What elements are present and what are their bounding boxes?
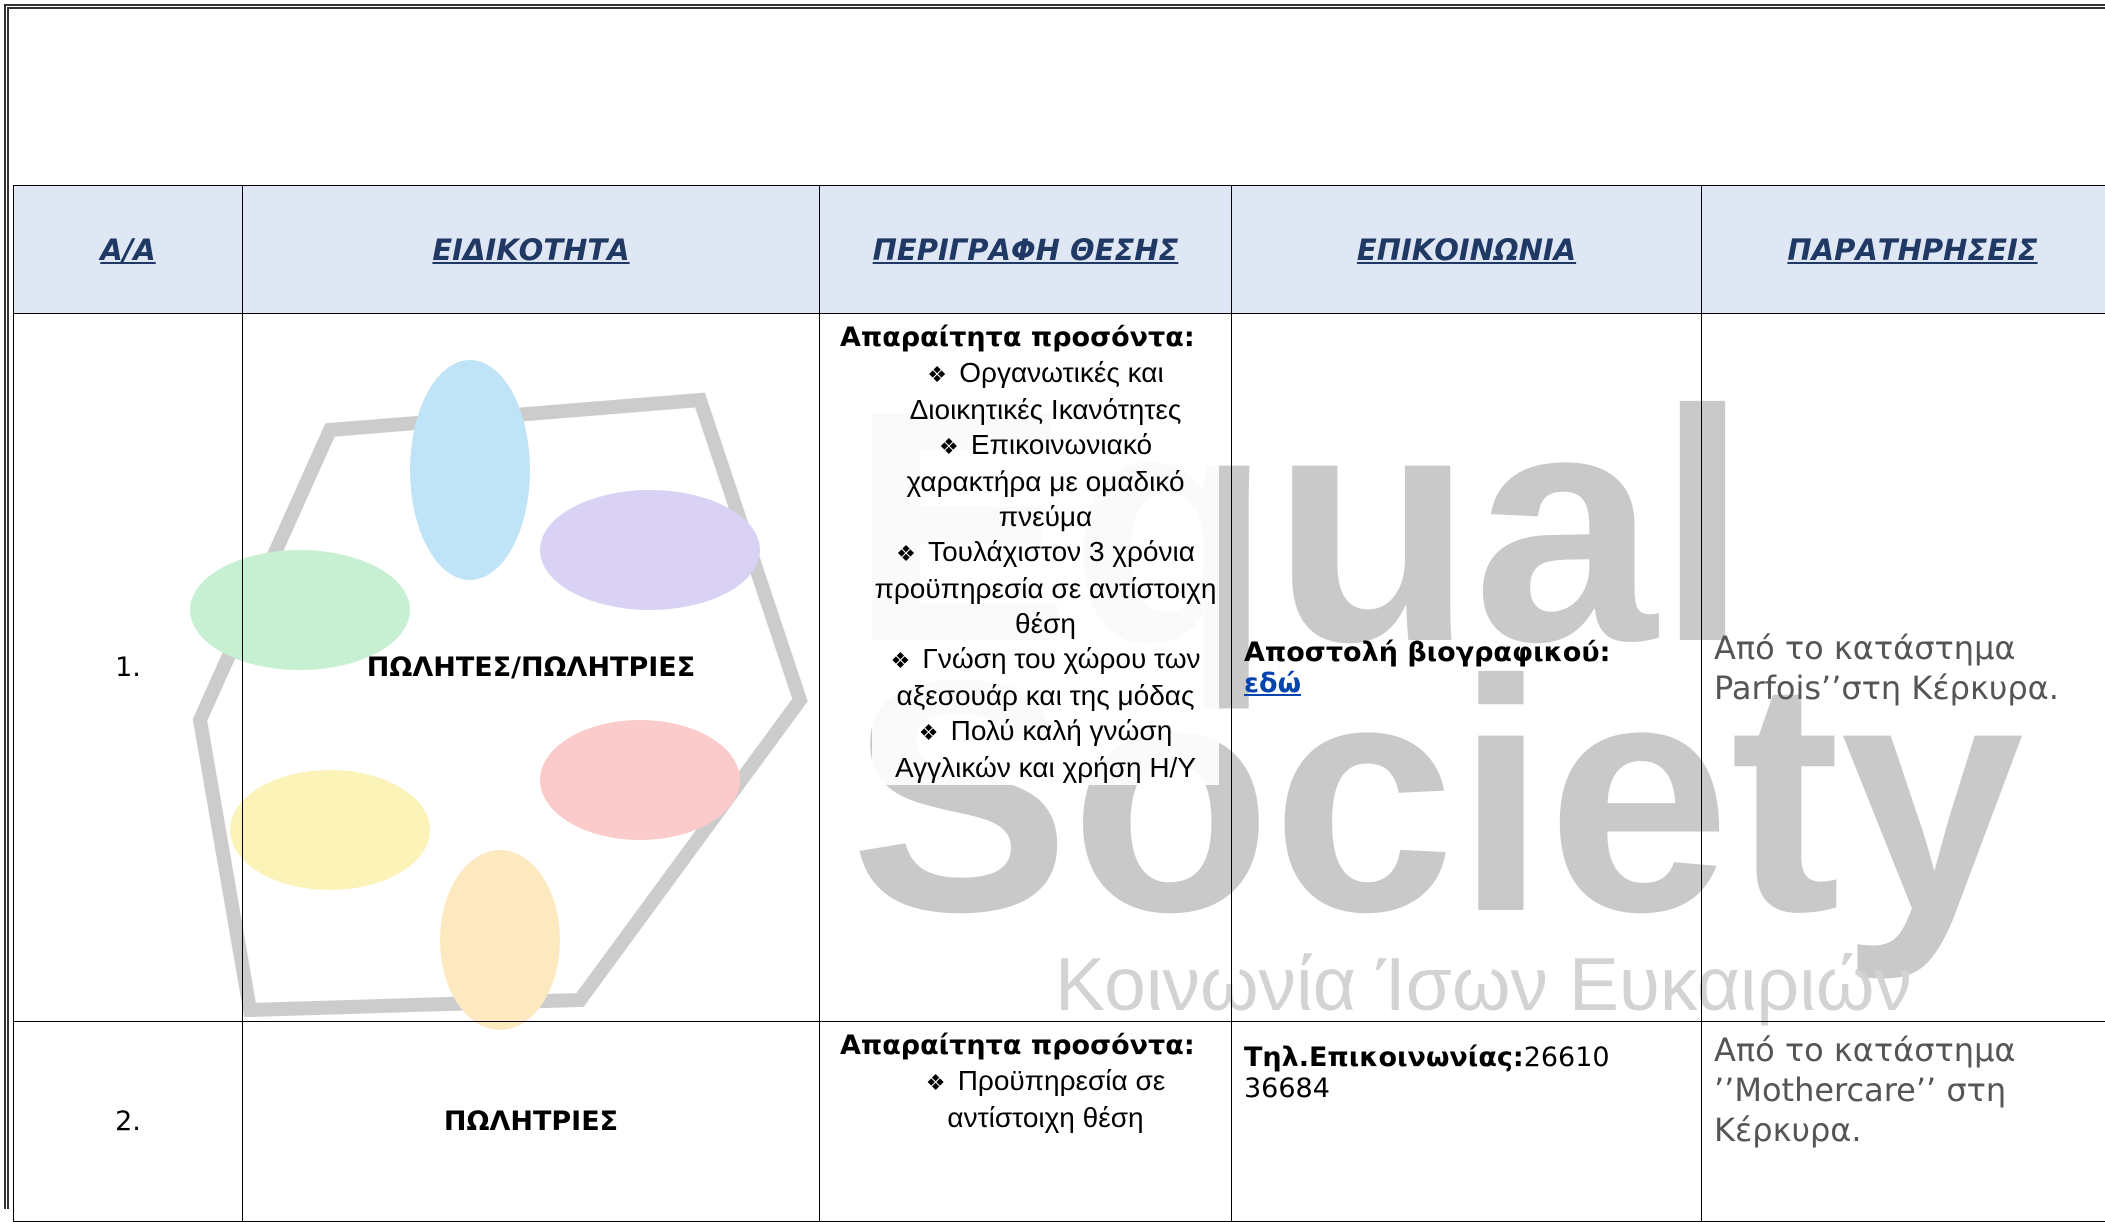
- requirement: Τουλάχιστον 3 χρόνια προϋπηρεσία σε αντί…: [872, 534, 1219, 641]
- notes: Από το κατάστημα Parfois’’στη Κέρκυρα.: [1702, 314, 2105, 1022]
- description: Απαραίτητα προσόντα: Προϋπηρεσία σε αντί…: [820, 1022, 1232, 1222]
- header-cell: Α/Α: [14, 186, 243, 314]
- requirement-text: Πολύ καλή γνώση Αγγλικών και χρήση Η/Υ: [895, 715, 1196, 783]
- requirement: Οργανωτικές και Διοικητικές Ικανότητες: [872, 355, 1219, 427]
- requirement-text: Τουλάχιστον 3 χρόνια προϋπηρεσία σε αντί…: [875, 536, 1217, 639]
- notes: Από το κατάστημα ’’Mothercare’’ στη Κέρκ…: [1702, 1022, 2105, 1222]
- specialty: ΠΩΛΗΤΡΙΕΣ: [243, 1022, 820, 1222]
- contact-label: Αποστολή βιογραφικού:: [1244, 637, 1610, 668]
- header-cell: ΠΕΡΙΓΡΑΦΗ ΘΕΣΗΣ: [820, 186, 1232, 314]
- contact: Αποστολή βιογραφικού:εδώ: [1232, 314, 1702, 1022]
- requirements-heading: Απαραίτητα προσόντα:: [832, 320, 1219, 355]
- requirement-text: Προϋπηρεσία σε αντίστοιχη θέση: [947, 1065, 1165, 1133]
- job-row: 2. ΠΩΛΗΤΡΙΕΣ Απαραίτητα προσόντα: Προϋπη…: [14, 1022, 2105, 1222]
- cv-link[interactable]: εδώ: [1244, 668, 1301, 699]
- requirement-text: Επικοινωνιακό χαρακτήρα με ομαδικό πνεύμ…: [906, 429, 1184, 532]
- page: Equal Society Κοινωνία Ίσων Ευκαιριών Α/…: [0, 0, 2105, 1187]
- description: Απαραίτητα προσόντα: Οργανωτικές και Διο…: [820, 314, 1232, 1022]
- requirement: Προϋπηρεσία σε αντίστοιχη θέση: [872, 1063, 1219, 1135]
- specialty: ΠΩΛΗΤΕΣ/ΠΩΛΗΤΡΙΕΣ: [243, 314, 820, 1022]
- header-row: Α/Α ΕΙΔΙΚΟΤΗΤΑ ΠΕΡΙΓΡΑΦΗ ΘΕΣΗΣ ΕΠΙΚΟΙΝΩΝ…: [14, 186, 2105, 314]
- requirement-text: Οργανωτικές και Διοικητικές Ικανότητες: [910, 357, 1182, 425]
- requirements-list: Προϋπηρεσία σε αντίστοιχη θέση: [832, 1063, 1219, 1135]
- requirement: Γνώση του χώρου των αξεσουάρ και της μόδ…: [872, 641, 1219, 713]
- header-cell: ΠΑΡΑΤΗΡΗΣΕΙΣ: [1702, 186, 2105, 314]
- contact-label: Τηλ.Επικοινωνίας:: [1244, 1042, 1524, 1073]
- header-cell: ΕΙΔΙΚΟΤΗΤΑ: [243, 186, 820, 314]
- job-row: 1. ΠΩΛΗΤΕΣ/ΠΩΛΗΤΡΙΕΣ Απαραίτητα προσόντα…: [14, 314, 2105, 1022]
- row-number: 1.: [14, 314, 243, 1022]
- requirement: Επικοινωνιακό χαρακτήρα με ομαδικό πνεύμ…: [872, 427, 1219, 534]
- requirement-text: Γνώση του χώρου των αξεσουάρ και της μόδ…: [897, 643, 1201, 711]
- requirement: Πολύ καλή γνώση Αγγλικών και χρήση Η/Υ: [872, 713, 1219, 785]
- contact: Τηλ.Επικοινωνίας:26610 36684: [1232, 1022, 1702, 1222]
- requirements-list: Οργανωτικές και Διοικητικές Ικανότητες Ε…: [832, 355, 1219, 785]
- requirements-heading: Απαραίτητα προσόντα:: [832, 1028, 1219, 1063]
- jobs-table: Α/Α ΕΙΔΙΚΟΤΗΤΑ ΠΕΡΙΓΡΑΦΗ ΘΕΣΗΣ ΕΠΙΚΟΙΝΩΝ…: [13, 185, 2105, 1222]
- header-cell: ΕΠΙΚΟΙΝΩΝΙΑ: [1232, 186, 1702, 314]
- row-number: 2.: [14, 1022, 243, 1222]
